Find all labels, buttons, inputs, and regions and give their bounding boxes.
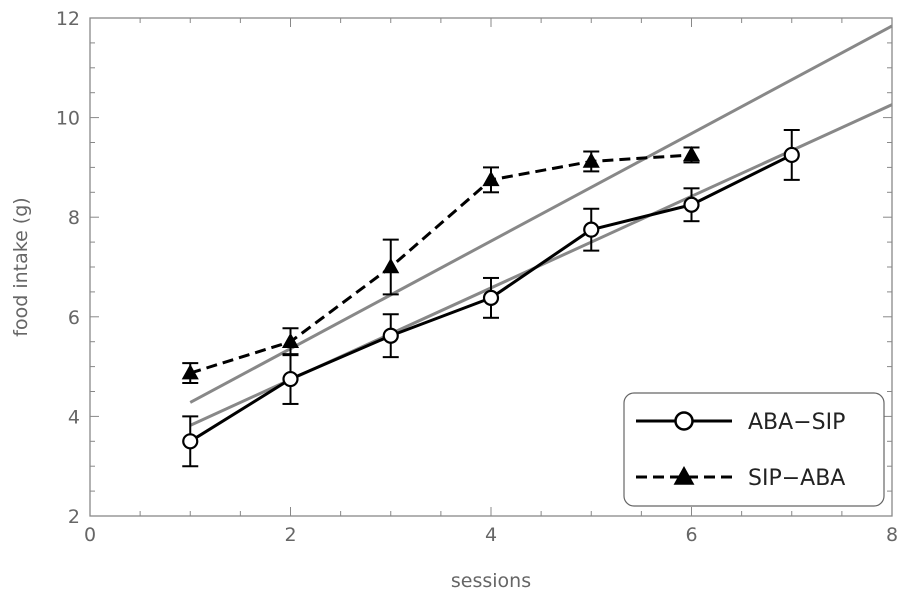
data-point-circle <box>482 289 500 306</box>
x-axis-label: sessions <box>451 570 531 592</box>
data-point-circle <box>583 221 600 238</box>
legend-marker-aba-sip <box>674 411 694 431</box>
data-point-circle <box>783 146 800 164</box>
y-tick-label: 4 <box>68 406 80 428</box>
legend-marker-sip-aba <box>673 466 695 485</box>
data-point-triangle <box>382 258 400 274</box>
data-point-triangle <box>582 152 600 168</box>
y-tick-label: 8 <box>68 207 80 229</box>
x-tick-label: 6 <box>685 524 697 546</box>
data-point-circle <box>683 196 700 213</box>
data-point-triangle <box>281 332 300 348</box>
series-line <box>189 153 692 375</box>
y-axis-label: food intake (g) <box>10 197 32 336</box>
x-tick-label: 2 <box>284 524 296 546</box>
data-markers <box>181 145 800 450</box>
data-point-triangle <box>181 364 199 380</box>
legend: ABA−SIP SIP−ABA <box>623 392 885 507</box>
x-tick-label: 4 <box>485 524 497 546</box>
legend-label-aba-sip: ABA−SIP <box>748 410 845 435</box>
fit-lines <box>189 24 893 427</box>
fit-line <box>189 24 893 404</box>
data-point-circle <box>182 433 199 450</box>
x-tick-label: 0 <box>84 524 96 546</box>
y-tick-label: 2 <box>68 506 80 528</box>
data-point-circle <box>282 370 299 388</box>
y-tick-label: 12 <box>56 8 80 30</box>
data-point-circle <box>382 327 399 344</box>
y-tick-label: 10 <box>56 108 80 130</box>
data-point-triangle <box>682 145 701 162</box>
x-tick-label: 8 <box>886 524 898 546</box>
plot-frame <box>89 17 893 517</box>
data-point-triangle <box>482 170 500 187</box>
legend-label-sip-aba: SIP−ABA <box>748 466 845 491</box>
y-tick-label: 6 <box>68 307 80 329</box>
